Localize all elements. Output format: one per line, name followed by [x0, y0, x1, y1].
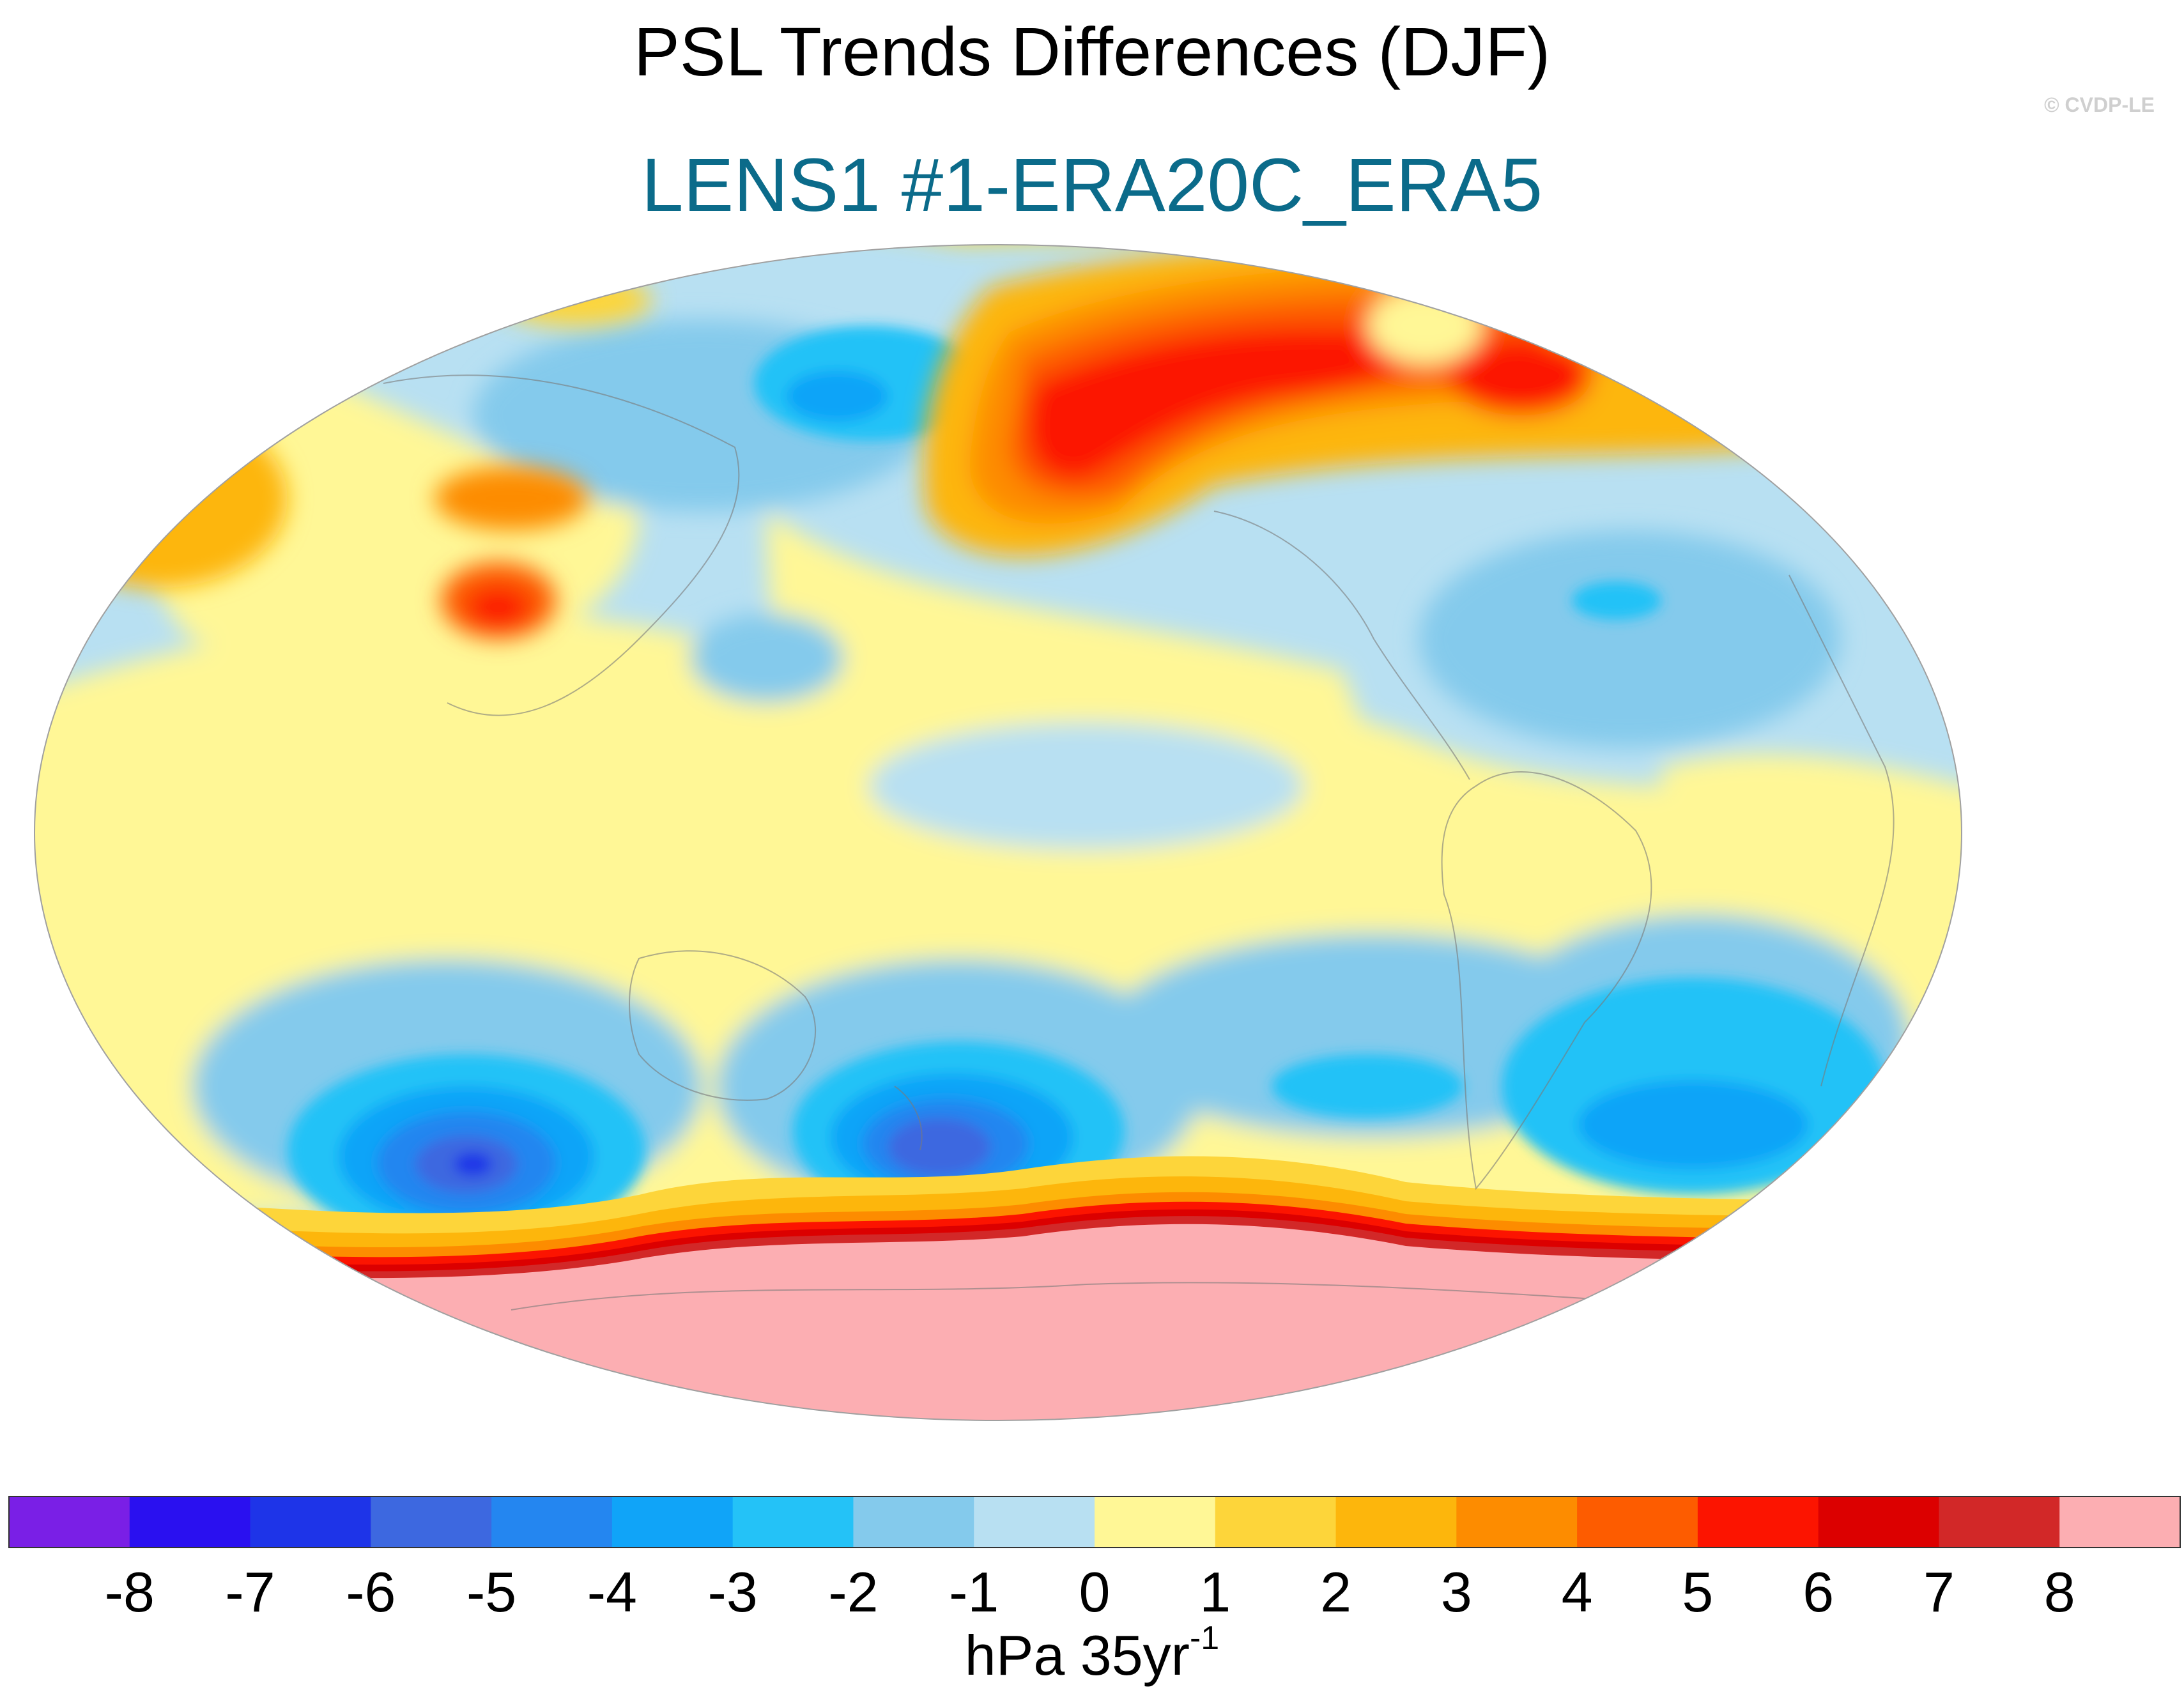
colorbar-box: [9, 1496, 130, 1548]
colorbar-tick-label: -4: [587, 1560, 637, 1624]
colorbar-box: [611, 1496, 734, 1548]
colorbar-tick-label: -3: [708, 1560, 758, 1624]
colorbar-units: hPa 35yr-1: [0, 1620, 2184, 1688]
colorbar-tick-label: -8: [105, 1560, 155, 1624]
colorbar-tick-label: -2: [828, 1560, 878, 1624]
colorbar-box: [1939, 1496, 2060, 1548]
colorbar-box: [853, 1496, 974, 1548]
world-map: [34, 244, 1962, 1421]
colorbar-tick-label: 8: [2044, 1560, 2075, 1624]
colorbar-box: [129, 1496, 251, 1548]
colorbar-tick-label: 4: [1562, 1560, 1593, 1624]
colorbar-box: [1818, 1496, 1939, 1548]
colorbar-box: [974, 1496, 1095, 1548]
colorbar-tick-label: 7: [1923, 1560, 1955, 1624]
colorbar-tick-label: 3: [1441, 1560, 1472, 1624]
colorbar-tick-label: -6: [346, 1560, 396, 1624]
colorbar-box: [491, 1496, 613, 1548]
colorbar-tick-label: -5: [466, 1560, 516, 1624]
copyright-label: © CVDP-LE: [2044, 93, 2155, 116]
colorbar-box: [371, 1496, 492, 1548]
colorbar-box: [2059, 1496, 2181, 1548]
units-base: hPa 35yr: [964, 1624, 1190, 1687]
colorbar-tick-labels: -8 -7 -6 -5 -4 -3 -2 -1 0 1 2 3 4 5 6 7 8: [105, 1560, 2075, 1624]
colorbar-outline: [8, 1496, 2181, 1548]
figure-subtitle: LENS1 #1-ERA20C_ERA5: [641, 143, 1543, 227]
colorbar-box: [732, 1496, 854, 1548]
colorbar-boxes: [8, 1496, 2181, 1548]
colorbar-tick-label: -7: [225, 1560, 275, 1624]
colorbar-tick-label: 6: [1803, 1560, 1834, 1624]
units-exponent: -1: [1189, 1620, 1220, 1657]
map-border: [34, 244, 1962, 1421]
colorbar-tick-label: 1: [1199, 1560, 1231, 1624]
coastlines: [383, 374, 1895, 1311]
colorbar-box: [1577, 1496, 1698, 1548]
colorbar-box: [1697, 1496, 1819, 1548]
colorbar-tick-label: 5: [1682, 1560, 1713, 1624]
colorbar-tick-label: -1: [949, 1560, 999, 1624]
figure-title: PSL Trends Differences (DJF): [633, 13, 1551, 90]
colorbar-box: [1215, 1496, 1337, 1548]
colorbar-box: [250, 1496, 371, 1548]
colorbar-tick-label: 2: [1320, 1560, 1351, 1624]
colorbar-box: [1335, 1496, 1457, 1548]
colorbar-box: [1095, 1496, 1216, 1548]
colorbar-box: [1456, 1496, 1578, 1548]
colorbar-tick-label: 0: [1079, 1560, 1111, 1624]
